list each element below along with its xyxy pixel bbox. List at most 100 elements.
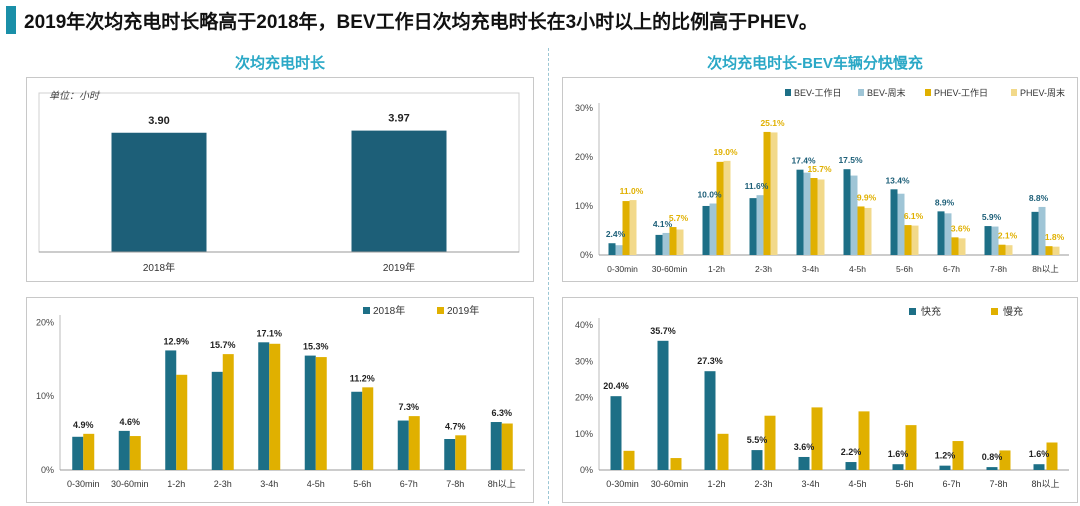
bar-BEV-工作日-6-7h [937, 211, 945, 255]
bar-BEV-工作日-5-6h [890, 189, 898, 255]
bar-2019年-3-4h [269, 343, 281, 470]
x-tick-label: 3-4h [260, 479, 278, 489]
y-tick-label: 10% [36, 391, 54, 401]
bar-2019年-0-30min [83, 433, 95, 470]
x-tick-label: 5-6h [896, 264, 913, 274]
legend-swatch-1 [858, 89, 864, 96]
data-label: 1.2% [935, 451, 956, 461]
bar-PHEV-周末-30-60min [676, 229, 684, 255]
x-tick-label: 2-3h [754, 479, 772, 489]
bar-2018年-2-3h [211, 371, 223, 470]
plot-area [38, 92, 520, 253]
data-label: 0.8% [982, 452, 1003, 462]
bar-BEV-周末-2-3h [756, 195, 764, 255]
x-tick-label: 1-2h [707, 479, 725, 489]
bev-fast-slow-chart: 0% 10% 20% 30% 40% 快充 慢充 20.4% 0-30min 35.7% 30-60… [575, 305, 1069, 489]
x-tick-label: 7-8h [989, 479, 1007, 489]
bar-2018年-1-2h [165, 350, 177, 470]
bar-慢充-8h以上 [1046, 442, 1058, 470]
x-tick-label: 8h以上 [1032, 264, 1059, 274]
x-tick-label: 6-7h [942, 479, 960, 489]
legend-swatch-1 [437, 307, 444, 314]
bar-BEV-周末-4-5h [850, 175, 858, 255]
x-tick-label: 4-5h [307, 479, 325, 489]
bar-PHEV-周末-4-5h [864, 207, 872, 255]
bar-2018年-30-60min [118, 430, 130, 470]
data-label: 12.9% [163, 336, 189, 346]
bar-快充-30-60min [657, 340, 669, 470]
data-label: 3.6% [794, 442, 815, 452]
bar-BEV-工作日-2-3h [749, 198, 757, 255]
bar-PHEV-工作日-8h以上 [1045, 246, 1053, 255]
bar-BEV-周末-3-4h [803, 172, 811, 255]
annual-avg-chart-panel: 单位：小时 3.90 2018年 3.97 2019年 [26, 77, 534, 282]
data-label: 3.97 [388, 113, 409, 125]
bev-fast-slow-chart-panel: 0% 10% 20% 30% 40% 快充 慢充 20.4% 0-30min 35.7% 30-60… [562, 297, 1078, 503]
x-tick-label: 30-60min [652, 264, 688, 274]
x-tick-label: 2-3h [755, 264, 772, 274]
data-label: 27.3% [697, 356, 723, 366]
bar-BEV-工作日-1-2h [702, 205, 710, 255]
data-label: 3.90 [148, 115, 169, 127]
bar-PHEV-工作日-1-2h [716, 161, 724, 255]
legend-swatch-1 [991, 308, 998, 315]
legend-swatch-0 [363, 307, 370, 314]
bar-PHEV-工作日-5-6h [904, 225, 912, 255]
data-label: 15.7% [210, 340, 236, 350]
x-tick-label: 30-60min [111, 479, 149, 489]
bar-快充-4-5h [845, 462, 857, 470]
data-label: 11.2% [350, 373, 375, 383]
x-tick-label: 4-5h [848, 479, 866, 489]
bev-data-label: 17.4% [791, 156, 816, 166]
x-tick-label: 2018年 [143, 261, 175, 274]
bar-2018年-5-6h [351, 391, 363, 470]
bar-BEV-周末-6-7h [944, 213, 952, 255]
data-label: 4.7% [445, 421, 466, 431]
legend-swatch-3 [1011, 89, 1017, 96]
bar-慢充-1-2h [717, 433, 729, 470]
bar-BEV-工作日-30-60min [655, 234, 663, 255]
bar-快充-2-3h [751, 450, 763, 470]
annual-avg-chart: 单位：小时 3.90 2018年 3.97 2019年 [38, 90, 520, 274]
y-tick-label: 20% [575, 393, 593, 403]
x-tick-label: 4-5h [849, 264, 866, 274]
unit-note: 单位：小时 [49, 90, 101, 102]
bar-快充-8h以上 [1033, 464, 1045, 470]
bar-PHEV-周末-8h以上 [1052, 246, 1060, 255]
bev-data-label: 11.6% [745, 181, 769, 191]
bar-BEV-工作日-4-5h [843, 169, 851, 255]
bar-PHEV-工作日-4-5h [857, 206, 865, 255]
bar-PHEV-工作日-0-30min [622, 201, 630, 255]
bar-PHEV-周末-1-2h [723, 160, 731, 255]
x-tick-label: 0-30min [607, 264, 638, 274]
y-tick-label: 0% [580, 250, 593, 260]
bar-2018年-8h以上 [490, 422, 502, 470]
legend-label: PHEV-周末 [1020, 87, 1065, 98]
page-title: 2019年次均充电时长略高于2018年，BEV工作日次均充电时长在3小时以上的比… [24, 12, 818, 33]
bar-慢充-30-60min [670, 458, 682, 470]
y-tick-label: 40% [575, 320, 593, 330]
bar-慢充-7-8h [999, 450, 1011, 470]
bar-PHEV-工作日-2-3h [763, 131, 771, 255]
x-tick-label: 30-60min [651, 479, 689, 489]
bev-data-label: 8.9% [935, 197, 955, 207]
bar-2018年-0-30min [72, 436, 84, 470]
data-label: 7.3% [398, 402, 419, 412]
data-label: 4.9% [73, 420, 94, 430]
x-tick-label: 6-7h [943, 264, 960, 274]
bar-2018年-7-8h [444, 439, 456, 470]
legend-swatch-0 [785, 89, 791, 96]
bar-快充-7-8h [986, 467, 998, 470]
bar-慢充-6-7h [952, 441, 964, 470]
data-label: 6.3% [491, 408, 512, 418]
bar-PHEV-工作日-6-7h [951, 237, 959, 255]
left-section-title: 次均充电时长 [234, 55, 325, 72]
legend-label: 2019年 [447, 304, 479, 317]
bar-BEV-工作日-8h以上 [1031, 211, 1039, 255]
legend-label: 快充 [921, 305, 941, 318]
phev-data-label: 6.1% [904, 211, 924, 221]
x-tick-label: 2019年 [383, 261, 415, 274]
bar-BEV-周末-0-30min [615, 245, 623, 255]
data-label: 35.7% [650, 326, 676, 336]
bev-data-label: 10.0% [697, 190, 722, 200]
